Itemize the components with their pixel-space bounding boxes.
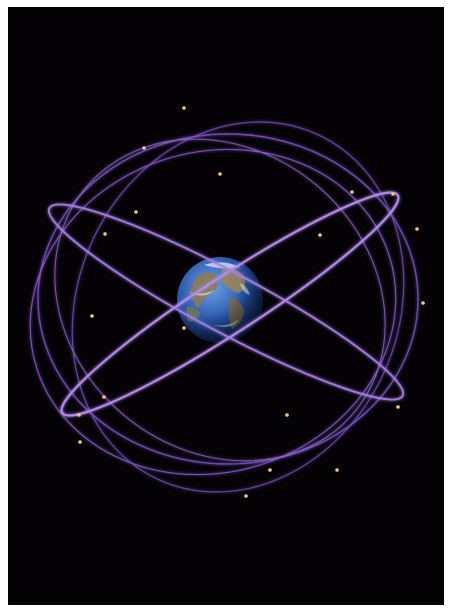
satellite-dot-icon	[90, 314, 94, 318]
satellite-dot-icon	[335, 468, 339, 472]
satellite-dot-icon	[182, 326, 186, 330]
earth-globe-icon	[177, 257, 263, 343]
satellite-dot-icon	[78, 440, 82, 444]
satellite-dot-icon	[285, 413, 289, 417]
satellite-dot-icon	[396, 405, 400, 409]
satellite-dot-icon	[391, 192, 395, 196]
satellite-dot-icon	[134, 210, 138, 214]
satellite-dot-icon	[218, 172, 222, 176]
space-scene	[8, 7, 444, 605]
satellite-dot-icon	[77, 413, 81, 417]
orbit-ring-front	[60, 191, 400, 417]
satellite-dot-icon	[415, 227, 419, 231]
satellite-dot-icon	[244, 494, 248, 498]
satellite-dot-icon	[102, 395, 106, 399]
satellite-dot-icon	[350, 190, 354, 194]
satellite-dot-icon	[318, 233, 322, 237]
orbit-ring	[29, 148, 397, 476]
satellite-dot-icon	[103, 232, 107, 236]
orbit-ring-front	[47, 203, 405, 401]
satellites	[77, 106, 425, 498]
satellite-dot-icon	[142, 146, 146, 150]
orbit-illustration	[29, 106, 425, 498]
satellite-dot-icon	[268, 468, 272, 472]
orbit-ring	[54, 138, 386, 462]
satellite-dot-icon	[182, 106, 186, 110]
satellite-dot-icon	[421, 301, 425, 305]
orbit-ring	[37, 133, 419, 465]
orbit-ring	[71, 121, 405, 493]
